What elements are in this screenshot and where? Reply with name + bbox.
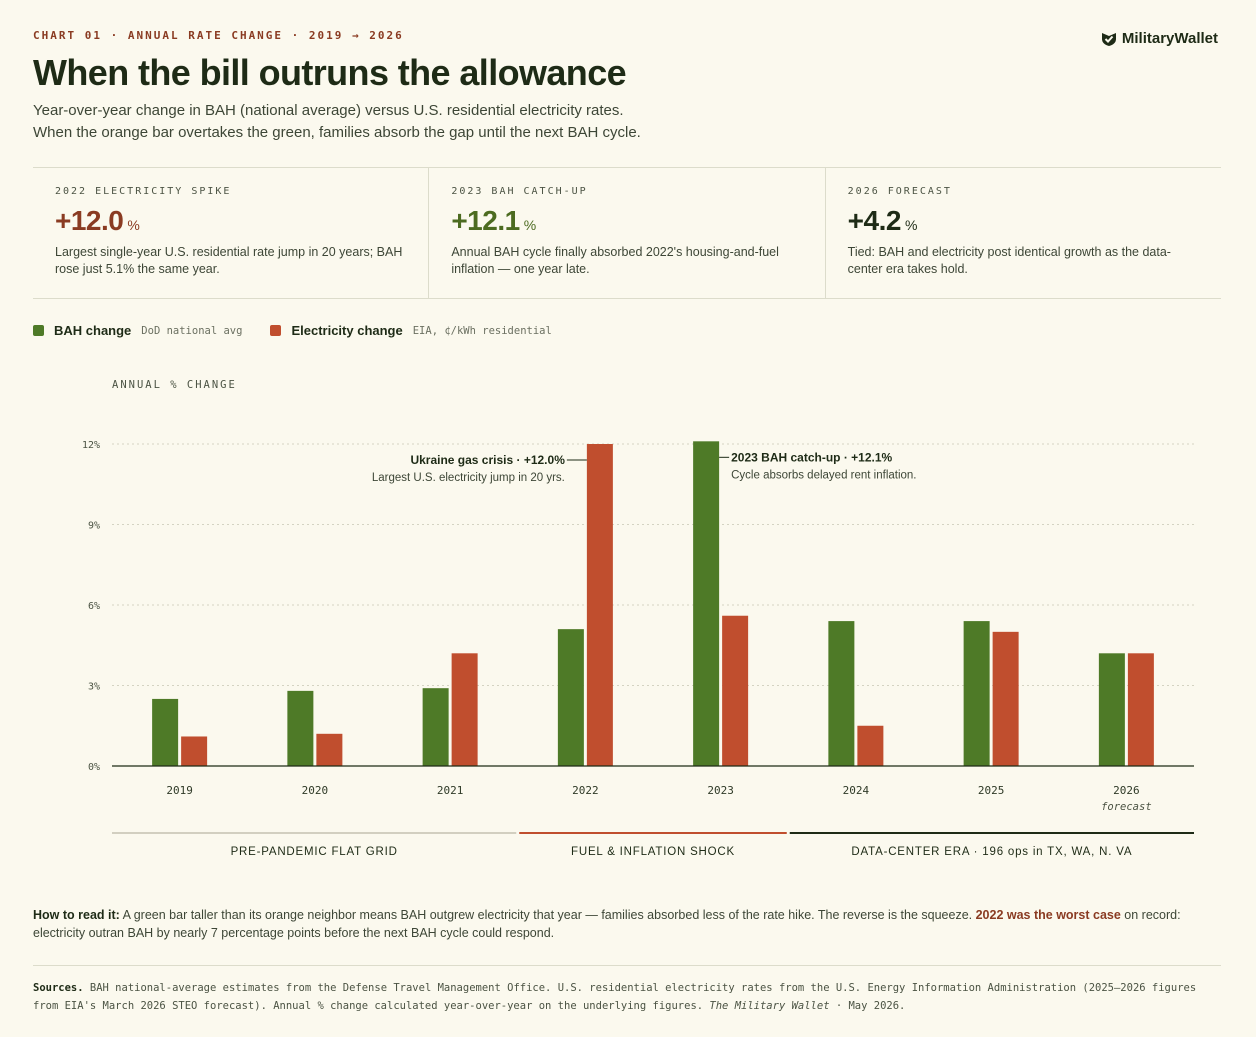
stat-description: Annual BAH cycle finally absorbed 2022's… (451, 245, 779, 276)
legend-name: BAH change (54, 323, 132, 338)
bar-bah-2023 (693, 441, 720, 766)
howto-highlight: 2022 was the worst case (975, 908, 1121, 922)
era-label: FUEL & INFLATION SHOCK (571, 846, 735, 858)
howto-lead: How to read it: (33, 908, 120, 922)
x-tick-label: 2022 (572, 784, 599, 797)
x-tick-label: 2026 (1113, 784, 1140, 797)
brand-name: MilitaryWallet (1121, 30, 1218, 47)
stat-label: 2023 BAH CATCH-UP (451, 186, 588, 197)
chart-eyebrow: CHART 01 · ANNUAL RATE CHANGE · 2019 → 2… (33, 29, 404, 42)
stat-card-forecast: 2026 FORECAST +4.2% Tied: BAH and electr… (826, 168, 1221, 298)
howto-text-2: on record: electricity outran BAH by nea… (33, 908, 1181, 940)
shield-check-icon (1101, 32, 1116, 46)
how-to-read: How to read it: A green bar taller than … (33, 906, 1223, 942)
bar-electricity-2026 (1127, 653, 1154, 766)
brand-logo[interactable]: MilitaryWallet (1101, 30, 1218, 47)
bar-electricity-2021 (451, 653, 478, 766)
annotation-title: Ukraine gas crisis · +12.0% (410, 453, 565, 467)
stat-label: 2026 FORECAST (847, 186, 952, 197)
annotation-text: Cycle absorbs delayed rent inflation. (731, 469, 916, 481)
x-tick-label: 2020 (302, 784, 329, 797)
stat-cards: 2022 ELECTRICITY SPIKE +12.0% Largest si… (33, 167, 1221, 299)
y-tick-label: 9% (88, 521, 100, 532)
y-axis-label: ANNUAL % CHANGE (112, 379, 237, 391)
x-tick-label: 2024 (843, 784, 870, 797)
x-tick-note: forecast (1101, 801, 1152, 813)
bar-bah-2026 (1098, 653, 1125, 766)
sources-date: · May 2026. (829, 1000, 906, 1012)
bar-bah-2022 (557, 629, 584, 766)
sources-text: BAH national-average estimates from the … (33, 982, 1197, 1012)
stat-value: +12.0% (55, 205, 140, 236)
legend-item-bah[interactable]: BAH change DoD national avg (33, 323, 242, 338)
stat-label: 2022 ELECTRICITY SPIKE (55, 186, 232, 197)
x-tick-label: 2021 (437, 784, 464, 797)
legend-note: EIA, ¢/kWh residential (412, 324, 552, 337)
x-tick-label: 2023 (707, 784, 734, 797)
bar-electricity-2019 (181, 736, 208, 766)
y-tick-label: 6% (88, 601, 100, 612)
howto-text-1: A green bar taller than its orange neigh… (119, 908, 976, 922)
y-tick-label: 0% (88, 762, 100, 773)
bar-bah-2025 (963, 621, 990, 766)
subtitle-line-1: Year-over-year change in BAH (national a… (33, 102, 624, 119)
legend-item-electricity[interactable]: Electricity change EIA, ¢/kWh residentia… (270, 323, 552, 338)
stat-description: Tied: BAH and electricity post identical… (847, 245, 1171, 276)
stat-value: +12.1% (451, 205, 536, 236)
chart-legend: BAH change DoD national avg Electricity … (33, 323, 580, 338)
bar-electricity-2020 (316, 733, 343, 766)
bar-electricity-2022 (586, 444, 613, 766)
bar-bah-2021 (422, 688, 449, 766)
legend-swatch-green (33, 325, 44, 336)
bar-electricity-2024 (857, 725, 884, 766)
stat-value: +4.2% (847, 205, 918, 236)
bar-bah-2020 (287, 690, 314, 766)
x-tick-label: 2019 (166, 784, 193, 797)
x-tick-label: 2025 (978, 784, 1005, 797)
stat-card-electricity-spike: 2022 ELECTRICITY SPIKE +12.0% Largest si… (33, 168, 430, 298)
era-label: PRE-PANDEMIC FLAT GRID (231, 846, 398, 858)
annotation-title: 2023 BAH catch-up · +12.1% (731, 450, 892, 464)
bar-electricity-2025 (992, 631, 1019, 766)
sources-lead: Sources. (33, 982, 84, 994)
bar-bah-2019 (152, 698, 179, 766)
legend-swatch-orange (270, 325, 282, 336)
subtitle-line-2: When the orange bar overtakes the green,… (33, 124, 641, 141)
sources-note: Sources. BAH national-average estimates … (33, 979, 1223, 1015)
era-label: DATA-CENTER ERA · 196 ops in TX, WA, N. … (851, 846, 1132, 858)
y-tick-label: 12% (82, 440, 100, 451)
legend-note: DoD national avg (141, 324, 243, 337)
footer-divider (33, 965, 1221, 966)
y-tick-label: 3% (88, 682, 100, 693)
page-subtitle: Year-over-year change in BAH (national a… (33, 100, 933, 144)
legend-name: Electricity change (291, 323, 403, 338)
stat-description: Largest single-year U.S. residential rat… (55, 245, 403, 276)
bar-bah-2024 (828, 621, 855, 766)
annotation-text: Largest U.S. electricity jump in 20 yrs. (372, 472, 565, 484)
bar-electricity-2023 (722, 615, 749, 766)
stat-card-bah-catchup: 2023 BAH CATCH-UP +12.1% Annual BAH cycl… (429, 168, 826, 298)
page-title: When the bill outruns the allowance (33, 52, 627, 93)
sources-publication: The Military Wallet (709, 1000, 830, 1012)
bar-chart: ANNUAL % CHANGE 0% 3% 6% 9% 12% 2019 2020 2021 20… (82, 379, 1194, 858)
